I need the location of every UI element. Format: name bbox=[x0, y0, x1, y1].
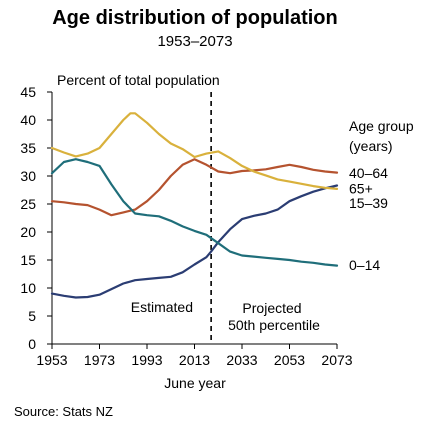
x-tick-label: 1993 bbox=[131, 352, 162, 368]
series-line bbox=[50, 112, 339, 190]
y-tick-label: 15 bbox=[20, 252, 36, 268]
y-tick-label: 20 bbox=[20, 224, 36, 240]
series-label: 40–64 bbox=[349, 165, 388, 181]
series-lines bbox=[50, 112, 339, 299]
series-label: 15–39 bbox=[349, 195, 388, 211]
x-tick-label: 1973 bbox=[84, 352, 115, 368]
y-tick-label: 25 bbox=[20, 196, 36, 212]
source-note: Source: Stats NZ bbox=[14, 404, 113, 419]
series-line bbox=[50, 184, 339, 299]
x-tick-label: 2053 bbox=[274, 352, 305, 368]
x-axis-ticks: 1953 1973 1993 2013 2033 2053 2073 bbox=[36, 344, 353, 368]
series-label: 0–14 bbox=[349, 257, 380, 273]
y-tick-label: 10 bbox=[20, 280, 36, 296]
x-tick-label: 2013 bbox=[179, 352, 210, 368]
estimated-annotation: Estimated bbox=[131, 299, 193, 315]
series-label: 65+ bbox=[349, 180, 373, 196]
y-axis-ticks: 0 5 10 15 20 25 30 35 40 45 bbox=[20, 84, 52, 352]
y-tick-label: 5 bbox=[28, 308, 36, 324]
series-line bbox=[50, 158, 339, 217]
chart-title: Age distribution of population bbox=[52, 7, 338, 29]
series-line bbox=[50, 158, 339, 267]
legend-title: Age group (years) bbox=[349, 118, 418, 154]
y-axis-label: Percent of total population bbox=[57, 72, 220, 88]
y-tick-label: 0 bbox=[28, 336, 36, 352]
chart-subtitle: 1953–2073 bbox=[157, 33, 232, 50]
projected-annotation: Projected bbox=[242, 300, 301, 316]
projected-percentile-annotation: 50th percentile bbox=[228, 317, 320, 333]
x-tick-label: 1953 bbox=[36, 352, 67, 368]
y-tick-label: 45 bbox=[20, 84, 36, 100]
y-tick-label: 35 bbox=[20, 140, 36, 156]
y-tick-label: 30 bbox=[20, 168, 36, 184]
x-tick-label: 2033 bbox=[226, 352, 257, 368]
x-tick-label: 2073 bbox=[321, 352, 352, 368]
y-tick-label: 40 bbox=[20, 112, 36, 128]
x-axis-label: June year bbox=[164, 375, 226, 391]
